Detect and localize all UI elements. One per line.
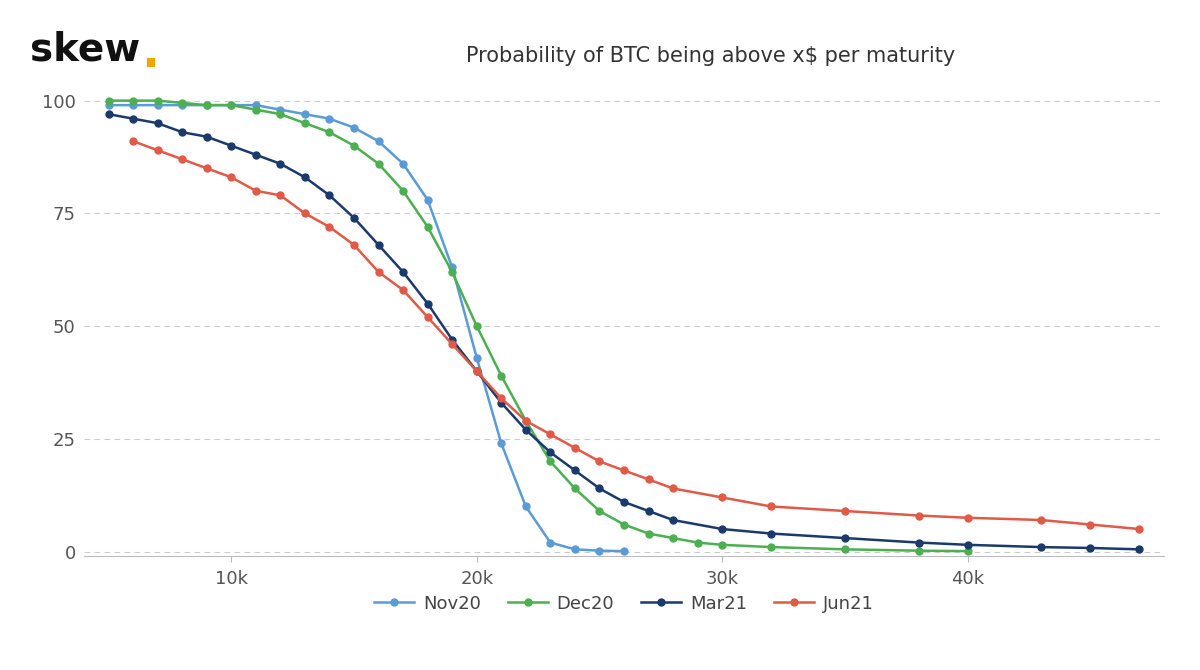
Text: .: . (142, 32, 160, 77)
Legend: Nov20, Dec20, Mar21, Jun21: Nov20, Dec20, Mar21, Jun21 (367, 588, 881, 620)
Title: Probability of BTC being above x$ per maturity: Probability of BTC being above x$ per ma… (466, 46, 955, 66)
Text: skew: skew (30, 30, 140, 68)
